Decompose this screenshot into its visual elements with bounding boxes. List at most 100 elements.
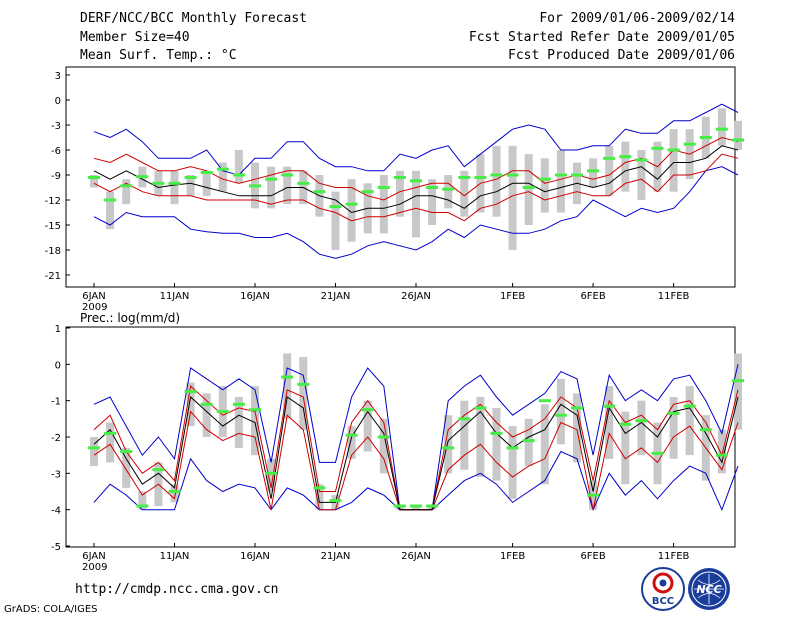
x-tick-label: 6JAN (82, 291, 105, 302)
member-mark (683, 142, 696, 146)
spread-box (524, 154, 533, 225)
spread-box (605, 386, 614, 459)
grads-credit: GrADS: COLA/IGES (4, 604, 98, 615)
y-tick-label: -3 (51, 469, 61, 480)
member-mark (651, 451, 664, 455)
spread-box (347, 179, 356, 242)
y-tick-label: 0 (55, 360, 61, 371)
member-mark (281, 375, 294, 379)
spread-box (379, 175, 388, 234)
spread-box (476, 397, 485, 477)
member-mark (361, 408, 374, 412)
member-mark (345, 202, 358, 206)
spread-box (170, 170, 179, 205)
spread-box (589, 158, 598, 188)
member-mark (619, 155, 632, 159)
member-mark (522, 186, 535, 189)
member-mark (587, 493, 600, 497)
spread-box (508, 426, 517, 499)
source-url[interactable]: http://cmdp.ncc.cma.gov.cn (75, 582, 279, 597)
spread-box (621, 411, 630, 485)
member-mark (184, 176, 197, 179)
member-mark (249, 408, 261, 412)
spread-box (540, 158, 549, 213)
member-mark (345, 433, 358, 437)
spread-box (106, 422, 115, 463)
spread-box (331, 191, 340, 250)
upper-spread-line (93, 136, 739, 201)
lower-bound-line (93, 166, 739, 259)
spread-box (186, 382, 195, 427)
member-mark (538, 177, 551, 181)
x-tick-label: 1FEB (500, 551, 525, 562)
y-tick-label: -18 (45, 246, 61, 257)
spread-box (122, 179, 131, 205)
x-tick-label: 11FEB (658, 291, 690, 302)
spread-box (283, 353, 292, 419)
spread-box (234, 397, 243, 448)
y-tick-label: -3 (51, 121, 61, 132)
spread-box (717, 429, 726, 474)
forecast-produced-date: Fcst Produced Date 2009/01/06 (508, 48, 735, 63)
spread-box (685, 386, 694, 456)
member-mark (635, 419, 648, 423)
spread-box (90, 437, 98, 467)
spread-box (138, 491, 147, 510)
member-mark (474, 406, 487, 410)
member-mark (265, 177, 278, 181)
member-mark (120, 184, 133, 188)
member-mark (136, 175, 149, 179)
spread-box (170, 484, 179, 503)
member-mark (249, 184, 261, 188)
spread-box (605, 145, 614, 196)
member-mark (377, 186, 390, 189)
member-mark (458, 176, 471, 179)
member-mark (152, 181, 165, 185)
plot-frame (65, 326, 736, 548)
y-tick-label: -4 (51, 506, 61, 517)
spread-box (122, 447, 131, 488)
spread-box (573, 393, 581, 463)
spread-box (460, 170, 469, 217)
x-tick-label: 11JAN (160, 291, 190, 302)
member-mark (554, 413, 567, 417)
member-mark (88, 176, 100, 179)
member-mark (88, 446, 100, 450)
spread-box (283, 166, 292, 205)
member-mark (152, 468, 165, 472)
x-tick-label: 26JAN (401, 291, 431, 302)
y-tick-label: -15 (45, 221, 61, 232)
spread-box (202, 170, 211, 196)
member-mark (329, 205, 342, 209)
spread-box (234, 150, 243, 184)
member-mark (168, 181, 181, 185)
member-mark (313, 190, 326, 194)
member-mark (104, 198, 117, 202)
member-size-label: Member Size=40 (80, 30, 190, 45)
member-mark (715, 127, 728, 131)
spread-box (428, 179, 437, 225)
member-mark (426, 504, 439, 508)
member-mark (184, 390, 197, 394)
y-tick-label: -2 (51, 433, 61, 444)
y-tick-label: -6 (51, 146, 61, 157)
spread-box (299, 357, 308, 430)
member-mark (506, 173, 519, 177)
member-mark (410, 179, 422, 183)
ncc-logo: NCC (688, 568, 730, 610)
panel-1: 3 0 -3 -6 -9 -12 -15 -18 -21 6JAN 11JAN 16JAN 21JAN 2… (45, 66, 744, 313)
x-tick-label: 26JAN (401, 551, 431, 562)
chart-title: DERF/NCC/BCC Monthly Forecast (80, 11, 307, 26)
spread-box (106, 191, 115, 230)
member-mark (104, 431, 117, 435)
spread-box (524, 418, 533, 467)
member-mark (361, 190, 374, 194)
ncc-logo-text: NCC (696, 583, 721, 596)
member-mark (554, 173, 567, 177)
y-tick-label: -9 (51, 171, 61, 182)
spread-box (412, 170, 420, 238)
member-mark (571, 406, 583, 410)
spread-box (556, 378, 565, 445)
member-mark (442, 446, 455, 450)
member-mark (699, 428, 712, 432)
